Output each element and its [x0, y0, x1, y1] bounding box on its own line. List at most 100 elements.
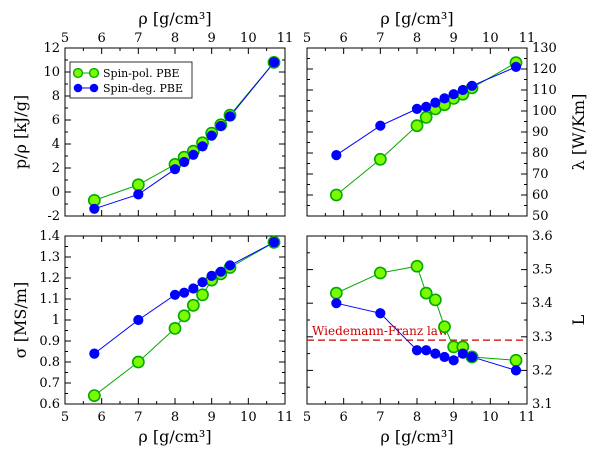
x-tick-label: 7 — [134, 31, 142, 46]
y-tick-label: 1 — [52, 313, 60, 328]
legend-entry: Spin-pol. PBE — [103, 67, 180, 80]
plot-frame — [64, 235, 286, 405]
x-tick-label: 5 — [61, 410, 69, 425]
data-point-spin-deg — [133, 189, 144, 200]
data-point-spin-pol — [438, 320, 451, 334]
data-point-spin-pol — [410, 119, 424, 133]
data-point-spin-deg — [375, 308, 386, 319]
y-tick-label: 130 — [532, 41, 557, 56]
y-tick-label: 3.5 — [532, 263, 553, 278]
legend-marker — [88, 67, 100, 79]
panel-top-right: 5 6 7 8 9 10 11 50 60 70 80 90 100 110 120 130 ρ [g/cm³]… — [303, 9, 588, 224]
x-axis-title: ρ [g/cm³] — [138, 9, 211, 28]
y-tick-label: 3.2 — [532, 363, 553, 378]
y-tick-label: 0.9 — [39, 334, 60, 349]
data-point-spin-deg — [179, 287, 190, 298]
legend-box — [69, 61, 193, 99]
data-point-spin-deg — [169, 289, 181, 300]
data-point-spin-deg — [206, 130, 217, 141]
x-tick-label: 7 — [376, 410, 384, 425]
y-tick-label: 80 — [532, 146, 549, 161]
y-tick-label: 0 — [52, 185, 60, 200]
data-point-spin-pol — [419, 286, 433, 300]
x-tick-label: 9 — [450, 410, 458, 425]
x-tick-label: 6 — [340, 410, 348, 425]
x-tick-label: 10 — [240, 31, 257, 46]
data-point-spin-deg — [331, 298, 342, 309]
x-tick-label: 11 — [277, 410, 294, 425]
data-point-spin-pol — [131, 355, 145, 369]
data-point-spin-deg — [448, 89, 459, 100]
x-tick-label: 8 — [171, 410, 179, 425]
data-point-spin-pol — [373, 152, 387, 166]
x-tick-label: 11 — [277, 31, 294, 46]
y-axis-title: σ [MS/m] — [11, 282, 30, 358]
y-tick-label: 0.7 — [39, 376, 60, 391]
data-point-spin-deg — [331, 150, 342, 161]
data-point-spin-deg — [411, 103, 423, 115]
data-point-spin-deg — [411, 345, 423, 356]
data-point-spin-pol — [87, 389, 101, 402]
data-point-spin-deg — [133, 314, 144, 326]
y-axis-title: p/ρ [kJ/g] — [11, 95, 30, 169]
series-line-spin-pol — [336, 62, 517, 196]
data-point-spin-deg — [375, 120, 386, 131]
panel-bottom-right: 5 6 7 8 9 10 113.1 3.2 3.3 3.4 3.5 3.6 ρ [g/cm³] L Wie… — [303, 229, 588, 446]
y-tick-label: 3.6 — [532, 229, 553, 244]
data-point-spin-pol — [329, 286, 343, 300]
y-tick-label: 100 — [532, 104, 557, 119]
data-point-spin-pol — [509, 353, 523, 367]
y-tick-label: 4 — [52, 137, 60, 152]
data-point-spin-deg — [268, 237, 280, 248]
x-axis-title: ρ [g/cm³] — [380, 427, 453, 446]
x-tick-label: 5 — [303, 410, 311, 425]
y-tick-label: 70 — [532, 167, 549, 182]
data-point-spin-pol — [186, 298, 200, 312]
y-tick-label: 6 — [52, 113, 60, 128]
y-tick-label: 1.1 — [39, 292, 60, 307]
y-tick-label: -2 — [47, 209, 60, 224]
data-point-spin-pol — [131, 178, 145, 192]
y-tick-label: 0.6 — [39, 397, 60, 412]
data-point-spin-pol — [196, 288, 209, 302]
x-tick-label: 8 — [413, 410, 421, 425]
x-tick-label: 10 — [482, 31, 499, 46]
data-point-spin-deg — [457, 348, 468, 359]
y-tick-label: 50 — [532, 209, 549, 224]
x-tick-label: 10 — [240, 410, 257, 425]
x-tick-label: 6 — [98, 31, 106, 46]
x-tick-label: 6 — [340, 31, 348, 46]
y-tick-label: 8 — [52, 89, 60, 104]
y-tick-label: 12 — [43, 41, 60, 56]
data-point-spin-deg — [439, 351, 450, 363]
data-point-spin-deg — [430, 97, 441, 108]
data-point-spin-deg — [466, 351, 478, 363]
x-tick-label: 11 — [519, 410, 536, 425]
y-tick-label: 1.3 — [39, 250, 60, 265]
data-point-spin-pol — [428, 293, 442, 307]
data-point-spin-deg — [448, 355, 459, 366]
y-tick-label: 1.2 — [39, 271, 60, 286]
data-point-spin-deg — [430, 348, 441, 359]
x-tick-label: 8 — [413, 31, 421, 46]
panel-top-left: 5 6 7 8 9 10 11 -2 0 2 4 6 8 10 12 ρ [g/cm³] p/ρ [kJ/g] S… — [11, 9, 293, 224]
data-point-spin-deg — [421, 101, 432, 112]
data-point-spin-pol — [373, 266, 387, 280]
reference-line-label: Wiedemann-Franz law — [312, 324, 449, 338]
y-tick-label: 1.4 — [39, 229, 60, 244]
x-tick-label: 8 — [171, 31, 179, 46]
y-tick-label: 3.4 — [532, 296, 553, 311]
legend-marker — [72, 67, 84, 79]
x-tick-label: 7 — [376, 31, 384, 46]
legend-entry: Spin-deg. PBE — [103, 82, 183, 95]
data-point-spin-deg — [197, 141, 208, 152]
legend-marker — [73, 83, 83, 93]
data-point-spin-deg — [215, 266, 226, 277]
data-point-spin-deg — [169, 164, 181, 175]
y-tick-label: 90 — [532, 125, 549, 140]
data-point-spin-deg — [510, 61, 522, 73]
data-point-spin-deg — [179, 156, 190, 168]
y-tick-label: 3.3 — [532, 330, 553, 345]
y-tick-label: 120 — [532, 62, 557, 77]
